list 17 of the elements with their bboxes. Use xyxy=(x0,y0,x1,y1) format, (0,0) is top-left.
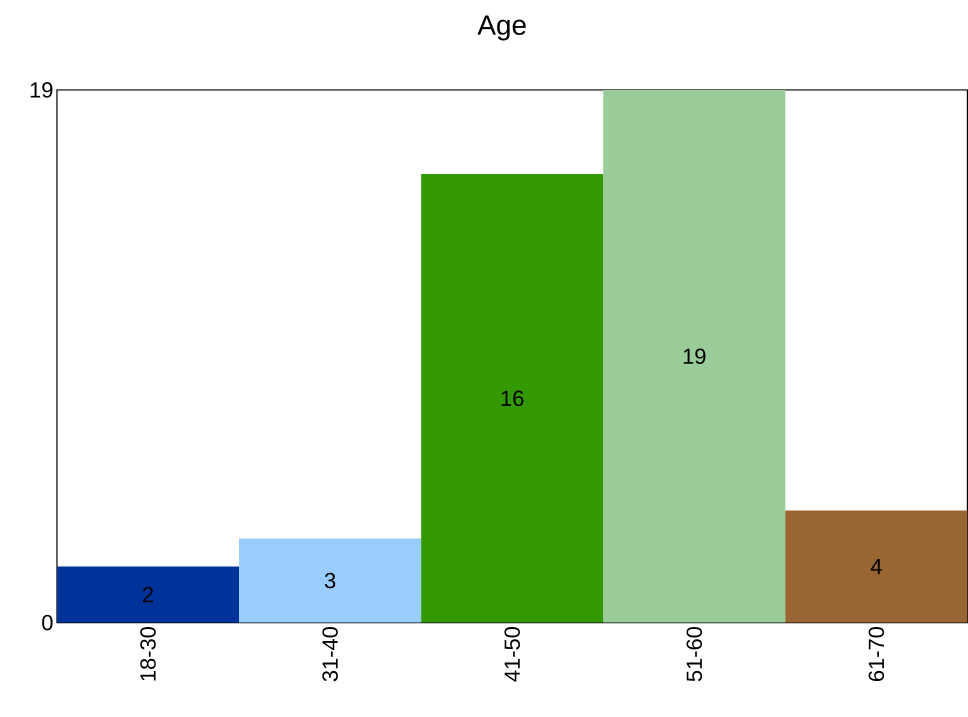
data-label: 19 xyxy=(684,348,706,364)
x-tick-label: 41-50 xyxy=(504,627,520,682)
x-tick-label: 51-60 xyxy=(686,627,702,682)
data-label: 3 xyxy=(324,573,336,589)
data-label: 4 xyxy=(870,559,882,574)
data-label: 2 xyxy=(143,587,154,602)
x-tick-label: 31-40 xyxy=(322,627,338,682)
bar xyxy=(56,566,240,623)
y-tick-label: 0 xyxy=(42,615,53,631)
x-tick-label: 61-70 xyxy=(868,627,884,682)
bar xyxy=(421,174,604,623)
chart-title: Age xyxy=(477,16,526,41)
x-tick-label: 18-30 xyxy=(140,627,156,681)
bar xyxy=(603,90,786,623)
data-label: 16 xyxy=(502,390,524,406)
bar xyxy=(785,510,968,623)
bar xyxy=(239,538,422,623)
